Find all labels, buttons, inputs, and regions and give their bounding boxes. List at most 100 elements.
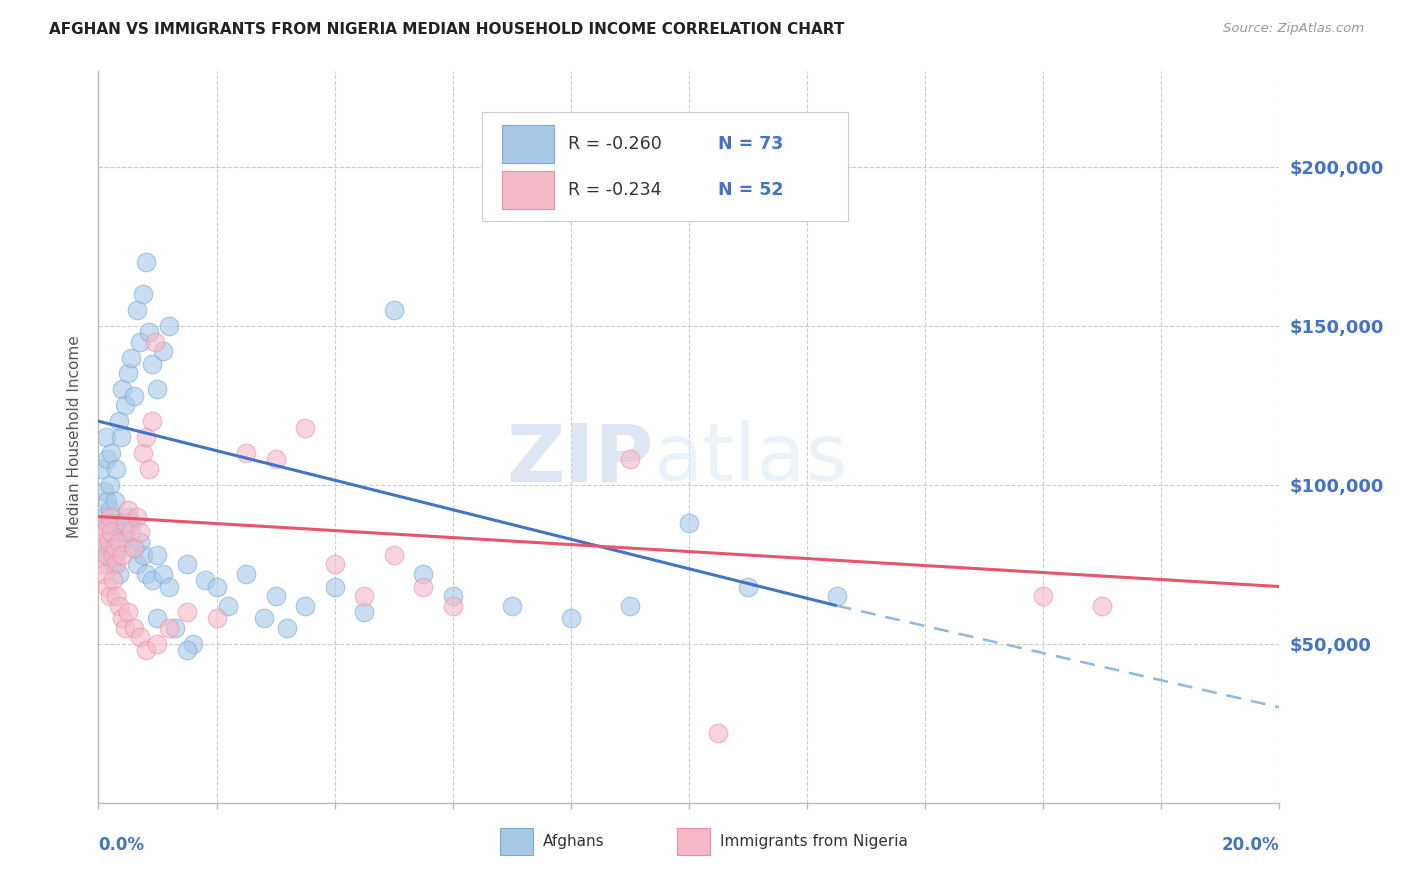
- Point: [253, 611, 276, 625]
- Point: [103, 558, 125, 572]
- Point: [108, 414, 131, 428]
- Point: [103, 548, 125, 562]
- Point: [138, 325, 160, 339]
- Point: [114, 398, 136, 412]
- Point: [98, 509, 121, 524]
- Point: [93, 509, 115, 524]
- FancyBboxPatch shape: [482, 112, 848, 221]
- Point: [157, 580, 180, 594]
- Point: [108, 535, 131, 549]
- Point: [152, 566, 174, 581]
- Text: Immigrants from Nigeria: Immigrants from Nigeria: [720, 834, 907, 849]
- Point: [323, 558, 346, 572]
- Point: [560, 611, 582, 625]
- Point: [205, 611, 228, 625]
- Point: [105, 548, 128, 562]
- Point: [276, 621, 298, 635]
- Point: [96, 452, 118, 467]
- Point: [135, 643, 157, 657]
- Point: [108, 599, 131, 613]
- Point: [165, 621, 187, 635]
- Point: [353, 589, 375, 603]
- Point: [117, 509, 139, 524]
- Y-axis label: Median Household Income: Median Household Income: [67, 335, 83, 539]
- Point: [90, 462, 112, 476]
- FancyBboxPatch shape: [501, 828, 533, 855]
- Point: [96, 548, 118, 562]
- Point: [141, 414, 163, 428]
- Point: [98, 516, 121, 530]
- Point: [120, 525, 142, 540]
- Point: [412, 566, 434, 581]
- Text: N = 73: N = 73: [718, 135, 783, 153]
- Point: [323, 580, 346, 594]
- Point: [132, 548, 155, 562]
- Point: [1091, 599, 1114, 613]
- Point: [105, 589, 128, 603]
- Point: [100, 525, 122, 540]
- Point: [619, 452, 641, 467]
- Point: [114, 516, 136, 530]
- Point: [128, 334, 150, 349]
- Point: [501, 599, 523, 613]
- FancyBboxPatch shape: [502, 171, 554, 209]
- Text: N = 52: N = 52: [718, 181, 785, 199]
- Point: [111, 611, 134, 625]
- Point: [157, 318, 180, 333]
- Text: AFGHAN VS IMMIGRANTS FROM NIGERIA MEDIAN HOUSEHOLD INCOME CORRELATION CHART: AFGHAN VS IMMIGRANTS FROM NIGERIA MEDIAN…: [49, 22, 845, 37]
- Point: [103, 525, 125, 540]
- Point: [98, 535, 121, 549]
- Point: [94, 430, 117, 444]
- Point: [111, 535, 134, 549]
- Text: R = -0.234: R = -0.234: [568, 181, 662, 199]
- Point: [98, 477, 121, 491]
- Point: [120, 351, 142, 365]
- Point: [157, 621, 180, 635]
- Point: [114, 621, 136, 635]
- Point: [105, 558, 128, 572]
- Point: [91, 558, 114, 572]
- Point: [135, 430, 157, 444]
- Point: [122, 389, 145, 403]
- Point: [104, 541, 127, 556]
- Point: [382, 302, 405, 317]
- Point: [1032, 589, 1054, 603]
- Point: [104, 493, 127, 508]
- Point: [132, 446, 155, 460]
- Point: [141, 573, 163, 587]
- Point: [678, 516, 700, 530]
- Point: [412, 580, 434, 594]
- Point: [264, 452, 287, 467]
- Point: [122, 621, 145, 635]
- Point: [103, 573, 125, 587]
- Text: 0.0%: 0.0%: [98, 836, 145, 854]
- Point: [146, 383, 169, 397]
- Point: [194, 573, 217, 587]
- Text: atlas: atlas: [654, 420, 848, 498]
- Point: [217, 599, 239, 613]
- Point: [132, 287, 155, 301]
- Point: [141, 357, 163, 371]
- Point: [128, 535, 150, 549]
- Point: [353, 605, 375, 619]
- Text: R = -0.260: R = -0.260: [568, 135, 662, 153]
- Point: [110, 430, 132, 444]
- Point: [122, 541, 145, 556]
- Point: [125, 302, 148, 317]
- Point: [152, 344, 174, 359]
- Point: [441, 599, 464, 613]
- Text: Source: ZipAtlas.com: Source: ZipAtlas.com: [1223, 22, 1364, 36]
- Point: [105, 516, 128, 530]
- Point: [181, 637, 204, 651]
- Point: [146, 611, 169, 625]
- Point: [294, 599, 316, 613]
- Point: [737, 580, 759, 594]
- Point: [114, 525, 136, 540]
- Point: [100, 446, 122, 460]
- Point: [135, 566, 157, 581]
- Point: [93, 566, 115, 581]
- Point: [146, 548, 169, 562]
- Point: [143, 334, 166, 349]
- Point: [441, 589, 464, 603]
- Point: [111, 383, 134, 397]
